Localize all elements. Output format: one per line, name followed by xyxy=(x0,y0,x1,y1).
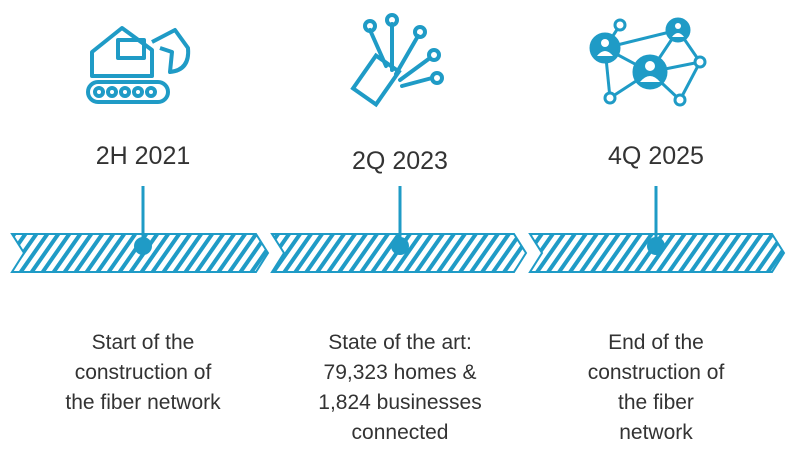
milestone-dot xyxy=(391,237,409,255)
milestone-description: network xyxy=(619,421,693,444)
milestone-date: 4Q 2025 xyxy=(608,142,704,170)
network-icon xyxy=(589,17,707,107)
milestone-description: Start of the xyxy=(92,331,195,354)
milestone-description: State of the art: xyxy=(328,331,472,354)
fiber-icon xyxy=(350,13,444,108)
excavator-icon xyxy=(86,26,191,104)
milestone-description: construction of xyxy=(75,361,212,384)
milestone-description: the fiber network xyxy=(65,391,221,414)
milestone-dot xyxy=(134,237,152,255)
milestone-description: 79,323 homes & xyxy=(324,361,477,384)
milestone-description: End of the xyxy=(608,331,704,354)
milestone-description: 1,824 businesses xyxy=(318,391,481,414)
milestone-description: the fiber xyxy=(618,391,694,414)
milestone-date: 2H 2021 xyxy=(96,142,191,170)
milestone-date: 2Q 2023 xyxy=(352,147,448,175)
milestone-description: construction of xyxy=(588,361,725,384)
milestone-dot xyxy=(647,237,665,255)
milestone-description: connected xyxy=(352,421,449,444)
